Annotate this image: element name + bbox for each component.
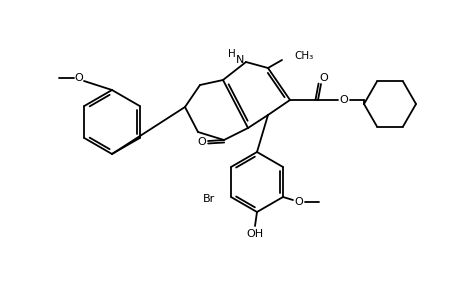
Text: OH: OH [246, 229, 263, 239]
Text: O: O [197, 137, 206, 147]
Text: Br: Br [202, 194, 214, 204]
Text: H: H [228, 49, 235, 59]
Text: O: O [294, 197, 302, 207]
Text: O: O [74, 73, 83, 83]
Text: O: O [319, 73, 328, 83]
Text: O: O [339, 95, 347, 105]
Text: N: N [235, 55, 244, 65]
Text: CH₃: CH₃ [293, 51, 313, 61]
